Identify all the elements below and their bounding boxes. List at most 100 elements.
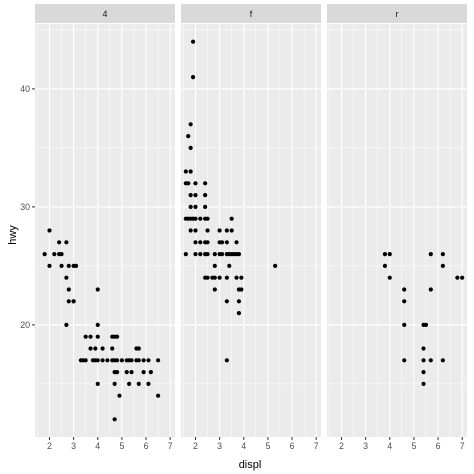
data-point [224,299,229,304]
x-tick-label: 6 [436,441,441,451]
data-point [212,287,217,292]
data-point [193,181,198,186]
data-point [64,240,69,245]
data-point [224,228,229,233]
x-tick-label: 5 [411,441,416,451]
data-point [205,240,210,245]
data-point [183,169,188,174]
x-tick-label: 3 [363,441,368,451]
data-point [212,263,217,268]
data-point [198,240,203,245]
data-point [205,252,210,257]
y-tick-label: 40 [20,84,30,94]
data-point [212,252,217,257]
data-point [119,358,124,363]
data-point [100,346,105,351]
data-point [73,263,79,268]
data-point [64,322,69,327]
data-point [190,75,196,80]
data-point [47,263,52,268]
data-point [59,263,64,268]
x-tick-label: 2 [339,441,344,451]
data-point [224,358,229,363]
x-tick-label: 7 [168,441,173,451]
data-point [190,39,196,44]
x-tick-label: 2 [193,441,198,451]
x-tick-label: 6 [290,441,295,451]
y-axis: 20 30 40 [20,84,35,330]
data-point [203,204,208,209]
data-point [236,311,242,316]
data-point [83,334,88,339]
data-point [95,322,100,327]
data-point [59,252,64,257]
data-point [421,346,426,351]
data-point [234,275,239,280]
facet-panel-f: f 2 3 4 5 6 7 [181,4,321,451]
data-point [193,240,198,245]
data-point [112,381,117,386]
data-point [219,252,225,257]
data-point [421,370,426,375]
data-point [88,334,93,339]
data-point [66,299,71,304]
data-point [212,275,217,280]
data-point [114,370,120,375]
data-point [193,216,198,221]
data-point [428,287,433,292]
data-point [146,358,151,363]
data-point [382,263,388,268]
data-point [217,228,222,233]
x-tick-label: 3 [217,441,222,451]
data-point [239,287,244,292]
x-tick-label: 7 [314,441,319,451]
x-tick-label: 3 [71,441,76,451]
data-point [428,252,433,257]
panel-background [181,24,321,437]
data-point [129,358,134,363]
y-tick-label: 30 [20,202,30,212]
data-point [141,358,146,363]
data-point [114,358,120,363]
data-point [100,358,105,363]
data-point [188,169,193,174]
data-point [224,240,229,245]
data-point [148,370,153,375]
facet-panels: 4 2 3 4 5 6 7 f 2 3 4 5 6 7 r 2 3 4 5 6 7 [35,4,467,451]
data-point [440,358,445,363]
data-point [136,346,141,351]
data-point [440,252,445,257]
data-point [402,358,407,363]
data-point [382,252,388,257]
data-point [52,252,57,257]
data-point [205,228,210,233]
data-point [205,275,210,280]
data-point [127,381,132,386]
data-point [129,370,134,375]
data-point [387,275,392,280]
data-point [423,322,429,327]
data-point [112,417,117,422]
data-point [93,346,98,351]
data-point [188,145,193,150]
data-point [47,228,52,233]
data-point [193,193,198,198]
facet-strip [181,4,321,23]
data-point [124,370,129,375]
data-point [217,275,222,280]
data-point [460,275,465,280]
data-point [236,252,242,257]
data-point [402,322,407,327]
x-tick-label: 6 [144,441,149,451]
data-point [95,287,100,292]
facet-strip [35,4,175,23]
data-point [188,193,193,198]
data-point [239,275,244,280]
data-point [188,122,193,127]
data-point [188,228,193,233]
data-point [428,358,433,363]
data-point [421,381,426,386]
data-point [95,334,100,339]
data-point [136,381,141,386]
data-point [229,216,234,221]
